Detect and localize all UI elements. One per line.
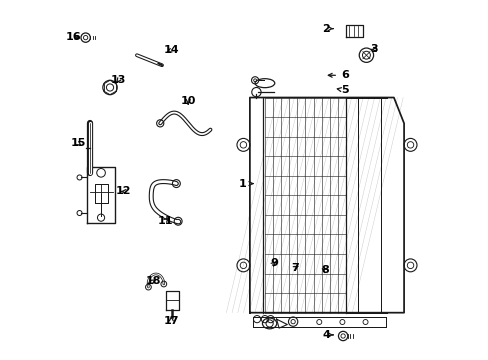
Text: 9: 9 — [270, 258, 278, 268]
Text: 18: 18 — [145, 276, 161, 286]
Text: 4: 4 — [322, 330, 332, 340]
Text: 14: 14 — [163, 45, 179, 55]
Text: 16: 16 — [65, 32, 81, 41]
Text: 10: 10 — [180, 96, 196, 106]
Text: 15: 15 — [70, 139, 85, 148]
Text: 17: 17 — [163, 316, 179, 325]
Text: 12: 12 — [116, 186, 131, 197]
Text: 1: 1 — [238, 179, 252, 189]
Text: 13: 13 — [110, 75, 126, 85]
Text: 3: 3 — [370, 45, 377, 54]
Text: 8: 8 — [320, 265, 328, 275]
Text: 5: 5 — [337, 85, 348, 95]
Text: 7: 7 — [290, 263, 298, 273]
Text: 2: 2 — [322, 24, 332, 34]
Text: 11: 11 — [157, 216, 173, 226]
Text: 6: 6 — [327, 70, 348, 80]
